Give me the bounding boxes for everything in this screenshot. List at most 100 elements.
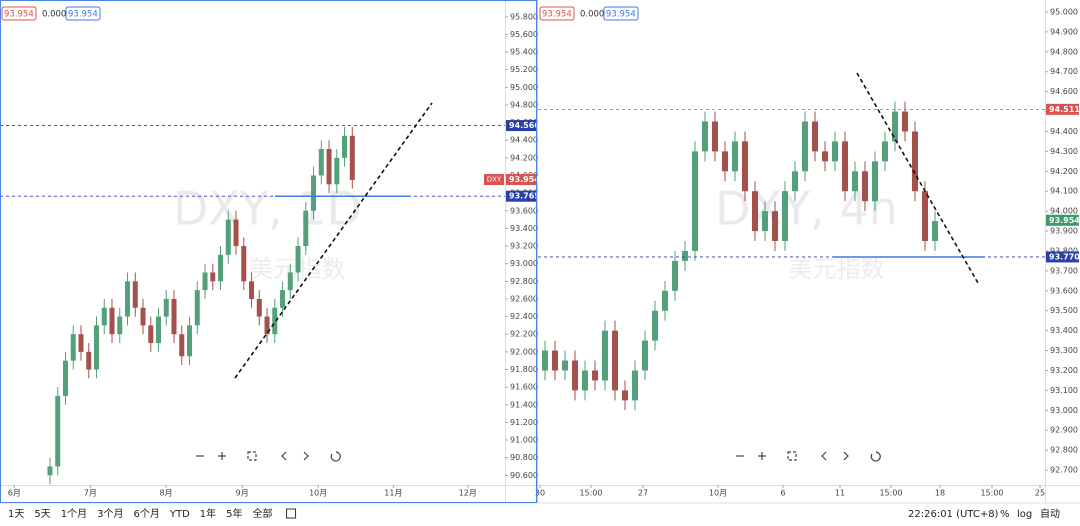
candle-body <box>280 290 286 308</box>
fullscreen[interactable] <box>787 451 797 461</box>
y-tick-label: 94.200 <box>510 153 538 162</box>
last-price-label: 93.954 <box>1049 216 1080 225</box>
x-tick-label: 8月 <box>159 489 172 498</box>
candle-body <box>692 151 698 251</box>
candle-body <box>218 254 224 282</box>
x-tick-label: 7月 <box>84 489 97 498</box>
zoom-in[interactable] <box>758 452 766 460</box>
y-tick-label: 94.800 <box>1050 47 1078 56</box>
candle-body <box>822 151 828 162</box>
y-tick-label: 94.300 <box>1050 147 1078 156</box>
candle-body <box>582 370 588 391</box>
candle-body <box>912 131 918 192</box>
candle-body <box>148 325 154 344</box>
fullscreen[interactable] <box>247 451 257 461</box>
y-tick-label: 90.600 <box>510 471 538 480</box>
y-tick-label: 93.800 <box>1050 246 1078 255</box>
date-range-icon[interactable] <box>286 508 297 519</box>
header-value: 93.954 <box>542 10 572 20</box>
candle-body <box>140 307 146 326</box>
range-button[interactable]: 1天 <box>8 509 24 520</box>
y-tick-label: 90.800 <box>510 453 538 462</box>
header-box <box>603 6 639 21</box>
y-tick-label: 95.000 <box>510 83 538 92</box>
candle-body <box>303 210 309 247</box>
range-button[interactable]: 3个月 <box>97 508 123 520</box>
candle-body <box>702 121 708 152</box>
range-button[interactable]: 5天 <box>34 509 50 520</box>
candle-body <box>772 211 778 242</box>
candle-body <box>742 141 748 192</box>
candle-body <box>78 334 84 352</box>
candle-body <box>622 390 628 401</box>
watermark-subtitle: 美元指数 <box>789 255 885 283</box>
range-button[interactable]: YTD <box>169 509 190 520</box>
trend-line <box>856 72 979 284</box>
scroll-right[interactable] <box>303 451 309 461</box>
candle-body <box>156 316 162 344</box>
candle-body <box>55 395 61 467</box>
candle-body <box>287 272 293 291</box>
price-tag-label: 93.765 <box>509 192 540 201</box>
candle-body <box>233 219 239 247</box>
range-button[interactable]: 5年 <box>226 507 242 520</box>
candle-body <box>264 316 270 335</box>
range-button[interactable]: 全部 <box>253 507 273 520</box>
axis-option[interactable]: log <box>1017 509 1032 520</box>
zoom-in[interactable] <box>218 452 226 460</box>
y-tick-label: 93.600 <box>1050 286 1078 295</box>
header-box <box>65 6 101 21</box>
candle-body <box>752 191 758 232</box>
axis-option[interactable]: 自动 <box>1040 507 1060 520</box>
y-tick-label: 93.200 <box>510 242 538 251</box>
scroll-left[interactable] <box>821 451 827 461</box>
candle-body <box>572 360 578 391</box>
last-price-tag <box>1046 214 1079 226</box>
range-button[interactable]: 1个月 <box>61 508 87 520</box>
candle-body <box>101 307 107 326</box>
y-tick-label: 91.400 <box>510 400 538 409</box>
candle-body <box>832 141 838 162</box>
y-tick-label: 95.000 <box>1050 7 1078 16</box>
scroll-left[interactable] <box>281 451 287 461</box>
y-tick-label: 91.000 <box>510 436 538 445</box>
y-tick-label: 93.000 <box>1050 406 1078 415</box>
header-value: 93.954 <box>606 10 636 20</box>
scroll-right[interactable] <box>843 451 849 461</box>
candle-body <box>62 360 68 396</box>
y-tick-label: 91.600 <box>510 383 538 392</box>
candle-body <box>872 161 878 202</box>
range-button[interactable]: 6个月 <box>134 508 160 520</box>
reset[interactable] <box>870 451 881 462</box>
candle-body <box>782 191 788 242</box>
candle-body <box>932 221 938 242</box>
y-tick-label: 95.400 <box>510 48 538 57</box>
axis-option[interactable]: % <box>1000 509 1010 520</box>
price-tag-label: 94.511 <box>1049 105 1080 114</box>
x-tick-label: 15:00 <box>579 489 602 498</box>
candle-body <box>902 111 908 132</box>
price-tag-label: 93.770 <box>1049 252 1080 261</box>
range-button[interactable]: 1年 <box>200 507 216 520</box>
candle-body <box>202 272 208 291</box>
candle-body <box>70 334 76 361</box>
x-tick-label: 10月 <box>309 489 327 498</box>
reset[interactable] <box>330 451 341 462</box>
price-tag <box>506 190 536 202</box>
header-value: 0.000 <box>580 10 604 20</box>
header-box <box>539 6 575 21</box>
candle-body <box>334 157 340 185</box>
y-tick-label: 94.700 <box>1050 67 1078 76</box>
candle-body <box>892 111 898 142</box>
candle-body <box>132 281 138 308</box>
y-tick-label: 94.000 <box>1050 207 1078 216</box>
candle-body <box>210 272 216 282</box>
y-tick-label: 93.200 <box>1050 366 1078 375</box>
candle-body <box>94 325 100 370</box>
candle-body <box>732 141 738 172</box>
candle-body <box>349 135 355 180</box>
price-tag-label: 94.566 <box>509 121 540 130</box>
header-box <box>1 6 37 21</box>
last-price-tag <box>506 174 536 186</box>
y-tick-label: 92.200 <box>510 330 538 339</box>
